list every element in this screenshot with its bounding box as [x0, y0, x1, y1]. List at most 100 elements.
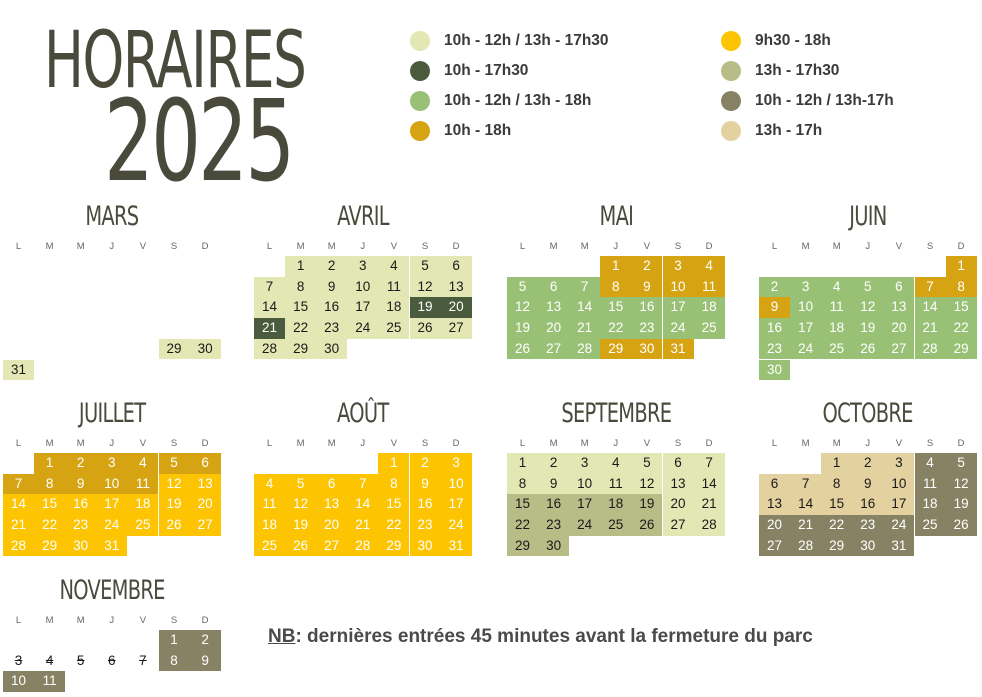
legend-item: 10h - 12h / 13h-17h — [721, 91, 894, 111]
legend-item: 9h30 - 18h — [721, 31, 831, 51]
day-cell: 2 — [189, 630, 221, 651]
weekday-label: M — [45, 241, 54, 252]
month-name-text: AOÛT — [337, 398, 389, 429]
day-cell: 28 — [693, 515, 725, 536]
day-cell: 10 — [883, 473, 915, 495]
weekday-label: J — [109, 615, 115, 626]
day-cell: 7 — [139, 652, 147, 668]
note-text: : dernières entrées 45 minutes avant la … — [295, 626, 813, 647]
day-cell: 11 — [378, 276, 410, 298]
day-cell: 29 — [507, 535, 538, 557]
day-cell: 3 — [14, 652, 23, 668]
day-cell: 25 — [254, 535, 285, 557]
day-cell: 9 — [65, 473, 97, 495]
day-cell: 10 — [3, 671, 34, 692]
weekday-label: M — [327, 438, 336, 449]
day-cell: 19 — [158, 494, 190, 515]
day-cell: 13 — [759, 494, 790, 515]
day-cell: 8 — [600, 276, 632, 298]
day-cell: 22 — [821, 515, 853, 536]
day-cell: 1 — [821, 453, 853, 474]
legend-label: 10h - 12h / 13h-17h — [755, 92, 894, 109]
day-cell: 17 — [569, 494, 601, 515]
day-cell: 9 — [759, 297, 790, 318]
day-cell: 12 — [285, 494, 317, 515]
day-cell: 13 — [538, 297, 570, 318]
day-cell: 25 — [821, 338, 853, 360]
weekday-label: L — [519, 438, 526, 449]
day-cell: 26 — [945, 515, 977, 536]
legend-swatch — [721, 61, 741, 81]
weekday-label: M — [832, 241, 841, 252]
weekday-label: L — [519, 241, 526, 252]
day-cell: 15 — [945, 297, 977, 318]
day-cell: 14 — [569, 297, 601, 318]
weekday-label: D — [705, 241, 713, 252]
day-cell: 7 — [3, 473, 34, 495]
day-cell: 5 — [852, 276, 884, 298]
day-cell: 12 — [507, 297, 538, 318]
day-cell: 28 — [347, 535, 379, 557]
legend-item: 10h - 12h / 13h - 18h — [410, 91, 591, 111]
day-cell: 18 — [254, 515, 285, 536]
weekday-label: M — [580, 241, 589, 252]
day-cell: 22 — [507, 515, 538, 536]
weekday-label: L — [771, 241, 778, 252]
month-name-text: OCTOBRE — [822, 398, 914, 429]
day-cell: 3 — [662, 256, 694, 277]
month-name: JUILLET — [3, 397, 221, 431]
weekday-label: V — [390, 241, 398, 252]
day-cell: 21 — [914, 318, 946, 339]
day-cell: 27 — [440, 318, 472, 339]
day-cell: 14 — [693, 473, 725, 495]
day-cell: 6 — [108, 652, 116, 668]
weekday-label: M — [296, 438, 305, 449]
day-cell: 16 — [316, 297, 348, 318]
day-cell: 21 — [693, 494, 725, 515]
day-cell: 8 — [158, 650, 190, 672]
day-cell: 20 — [316, 515, 348, 536]
day-cell: 7 — [693, 453, 725, 474]
day-cell: 29 — [34, 535, 66, 557]
weekday-label: S — [926, 241, 934, 252]
day-cell: 11 — [254, 494, 285, 515]
day-cell: 5 — [76, 652, 85, 668]
day-cell: 25 — [914, 515, 946, 536]
weekday-label: V — [139, 241, 147, 252]
day-cell: 20 — [662, 494, 694, 515]
day-cell: 16 — [538, 494, 570, 515]
day-cell: 7 — [347, 473, 379, 495]
day-cell: 23 — [759, 338, 790, 360]
month-name-text: NOVEMBRE — [59, 575, 165, 606]
legend-label: 10h - 12h / 13h - 18h — [444, 92, 592, 109]
day-cell: 6 — [440, 256, 472, 277]
day-cell: 13 — [662, 473, 694, 495]
day-cell: 4 — [127, 453, 159, 474]
day-cell: 6 — [662, 453, 694, 474]
day-cell: 27 — [883, 338, 915, 360]
day-cell: 2 — [65, 453, 97, 474]
legend-swatch — [721, 31, 741, 51]
day-cell: 18 — [127, 494, 159, 515]
day-cell: 9 — [631, 276, 663, 298]
weekday-label: V — [895, 438, 903, 449]
day-cell: 26 — [285, 535, 317, 557]
day-cell: 11 — [821, 297, 853, 318]
weekday-label: M — [580, 438, 589, 449]
legend-swatch — [721, 91, 741, 111]
day-cell: 22 — [378, 515, 410, 536]
day-cell: 23 — [631, 318, 663, 339]
day-cell: 21 — [790, 515, 822, 536]
day-cell: 7 — [569, 276, 601, 298]
day-cell: 26 — [409, 318, 441, 339]
day-cell: 21 — [254, 318, 285, 339]
day-cell: 12 — [158, 473, 190, 495]
weekday-label: M — [801, 241, 810, 252]
day-cell: 5 — [158, 453, 190, 474]
day-cell: 6 — [759, 473, 790, 495]
day-cell: 29 — [600, 338, 632, 360]
month-name-text: SEPTEMBRE — [561, 398, 672, 429]
weekday-label: M — [45, 438, 54, 449]
day-cell: 31 — [96, 535, 128, 557]
day-cell: 19 — [631, 494, 663, 515]
